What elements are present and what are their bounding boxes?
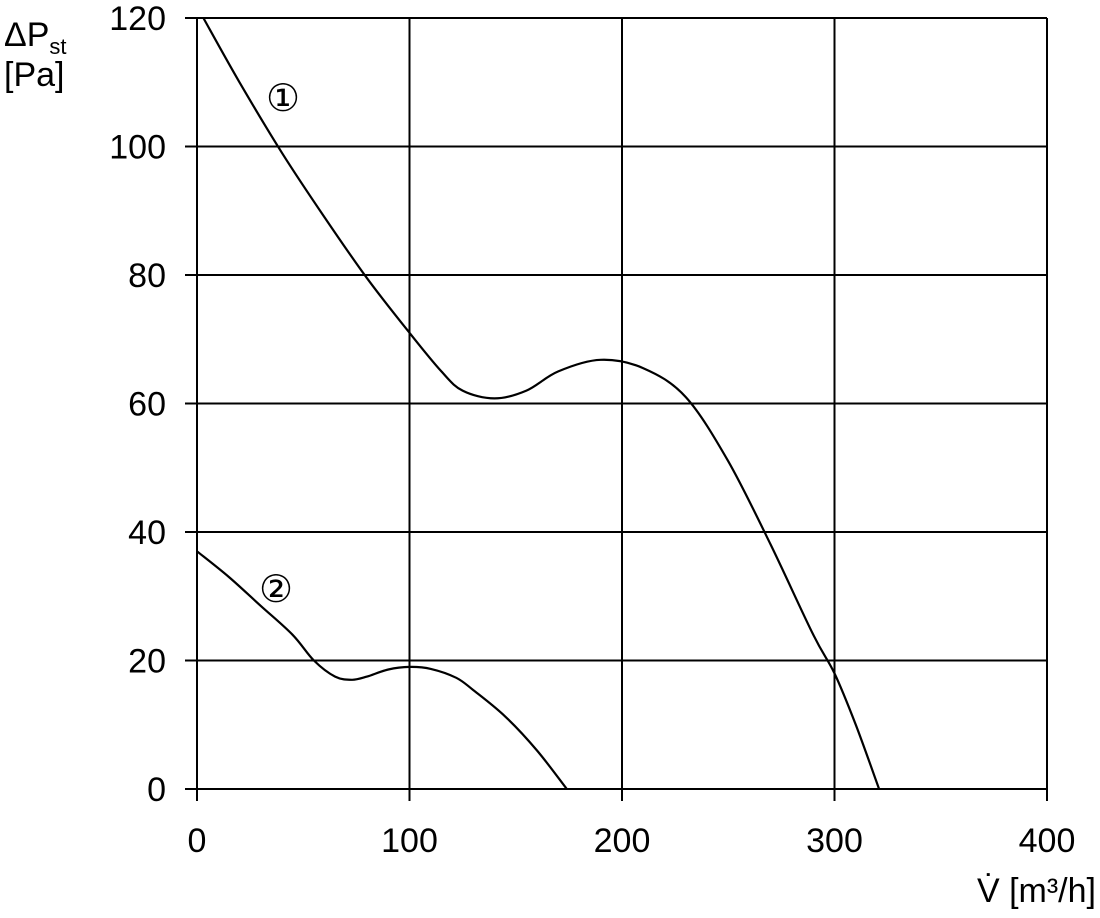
- series-lines: [196, 17, 881, 790]
- x-tick-label-200: 200: [594, 822, 651, 860]
- x-tick-label-400: 400: [1019, 822, 1076, 860]
- grid: [185, 17, 1048, 801]
- y-tick-label-60: 60: [128, 386, 166, 424]
- x-tick-label-100: 100: [381, 822, 438, 860]
- y-tick-label-0: 0: [147, 771, 166, 809]
- x-tick-label-300: 300: [806, 822, 863, 860]
- series-marker-2: ②: [259, 567, 293, 611]
- y-axis-unit: [Pa]: [4, 56, 64, 94]
- series-marker-1: ①: [266, 76, 300, 120]
- y-axis-label: ΔPst: [4, 16, 67, 59]
- x-tick-label-0: 0: [188, 822, 207, 860]
- y-tick-label-40: 40: [128, 514, 166, 552]
- series-line-2: [196, 550, 568, 790]
- y-tick-label-120: 120: [109, 0, 166, 38]
- y-tick-label-100: 100: [109, 129, 166, 167]
- y-tick-label-20: 20: [128, 643, 166, 681]
- series-line-1: [202, 17, 881, 790]
- x-axis-label: V̇ [m³/h]: [977, 872, 1096, 910]
- series-markers: ①②: [259, 76, 300, 611]
- tick-labels: 0 100 200 300 400 0 20 40 60 80 100 120: [109, 0, 1075, 860]
- y-tick-label-80: 80: [128, 257, 166, 295]
